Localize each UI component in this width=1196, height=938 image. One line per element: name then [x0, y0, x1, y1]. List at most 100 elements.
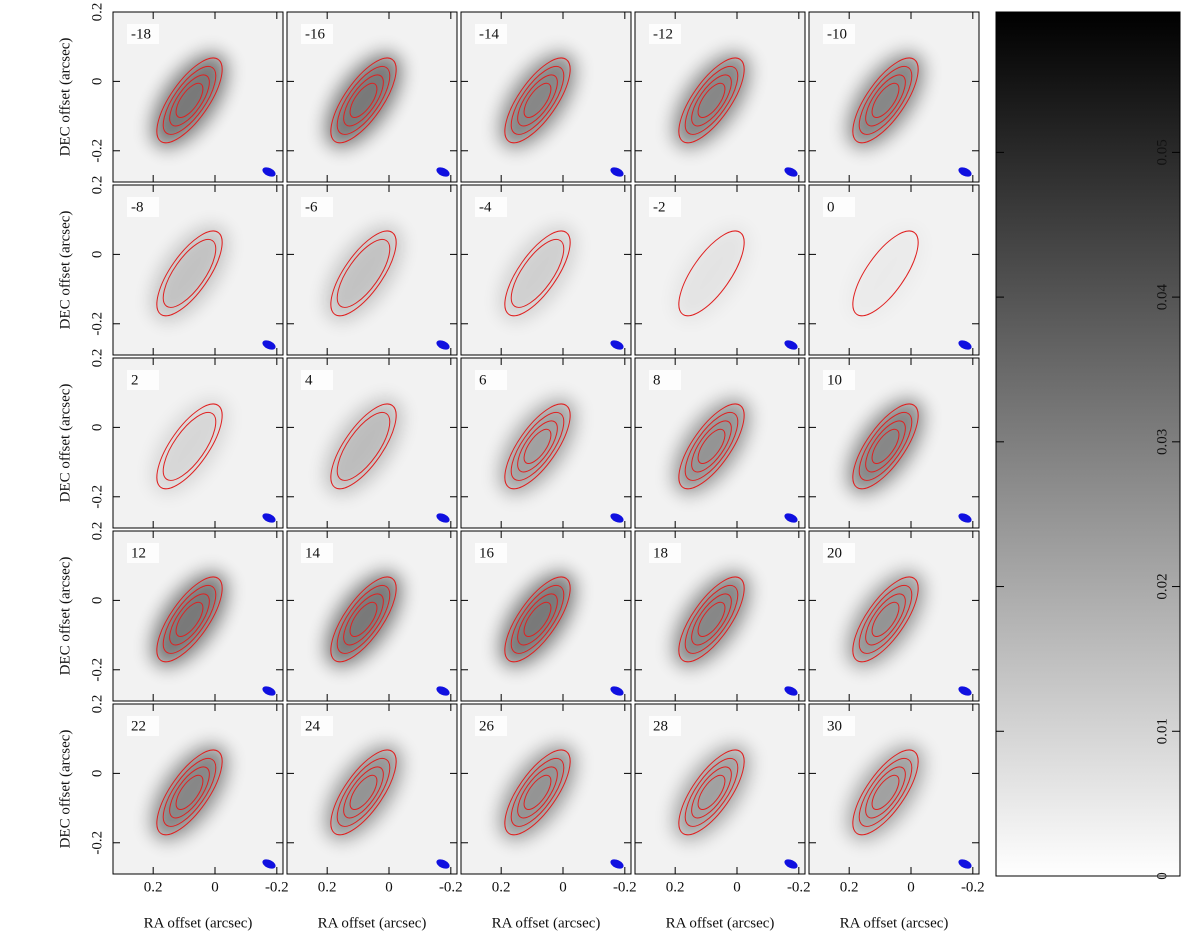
- panel-frame: [634, 11, 806, 183]
- channel-label-box: [823, 543, 855, 563]
- channel-label-box: [823, 24, 855, 44]
- channel-label-box: [649, 197, 681, 217]
- contour: [504, 230, 571, 317]
- channel-label: 2: [131, 372, 139, 388]
- panel-frame: [460, 357, 632, 529]
- x-axis-label: RA offset (arcsec): [492, 915, 601, 931]
- contour: [697, 82, 726, 118]
- channel-label-box: [475, 716, 507, 736]
- contour: [162, 238, 217, 308]
- y-tick-label: 0: [89, 770, 105, 778]
- y-axis-label: DEC offset (arcsec): [57, 557, 73, 676]
- channel-label-box: [127, 24, 159, 44]
- contour: [678, 403, 745, 490]
- panel: 14: [286, 530, 458, 702]
- contour: [691, 766, 732, 819]
- channel-label: -18: [131, 26, 151, 42]
- y-axis-label: DEC offset (arcsec): [57, 730, 73, 849]
- panel: 28: [634, 703, 806, 875]
- contour: [162, 584, 217, 654]
- emission-image: [673, 52, 750, 148]
- contour: [330, 749, 397, 836]
- panel-frame: [286, 11, 458, 183]
- beam: [610, 686, 624, 696]
- contour: [517, 420, 558, 473]
- x-axis-label: RA offset (arcsec): [318, 915, 427, 931]
- contour: [169, 593, 210, 646]
- panel: 18: [634, 530, 806, 702]
- panel-frame: [286, 357, 458, 529]
- channel-label: 20: [827, 545, 842, 561]
- emission-image: [325, 225, 402, 321]
- y-tick-label: 0.2: [89, 522, 105, 541]
- panel: 26: [460, 703, 632, 875]
- contour: [852, 749, 919, 836]
- contour: [162, 411, 217, 481]
- beam: [784, 686, 798, 696]
- panel: -16: [286, 11, 458, 183]
- contour: [343, 74, 384, 127]
- contour: [684, 65, 739, 135]
- contour: [691, 74, 732, 127]
- beam: [610, 513, 624, 523]
- channel-label-box: [301, 24, 333, 44]
- x-axis-label: RA offset (arcsec): [840, 915, 949, 931]
- channel-label-box: [475, 24, 507, 44]
- channel-label-box: [127, 370, 159, 390]
- beam: [958, 513, 972, 523]
- emission-image: [325, 398, 402, 494]
- colorbar-tick-label: 0.02: [1154, 573, 1170, 599]
- panel: -18: [112, 11, 284, 183]
- contour: [523, 82, 552, 118]
- channel-label: 4: [305, 372, 313, 388]
- contour: [510, 411, 565, 481]
- emission-image: [847, 398, 924, 494]
- contour: [175, 82, 204, 118]
- channel-label-box: [823, 370, 855, 390]
- contour: [336, 411, 391, 481]
- channel-label-box: [301, 197, 333, 217]
- x-axis-label: RA offset (arcsec): [666, 915, 775, 931]
- contour: [684, 584, 739, 654]
- contour: [865, 74, 906, 127]
- x-tick-label: 0.2: [840, 879, 859, 895]
- contour: [349, 774, 378, 810]
- contour: [330, 403, 397, 490]
- panel: -12: [634, 11, 806, 183]
- contour: [871, 428, 900, 464]
- panel-frame: [286, 530, 458, 702]
- contour: [697, 601, 726, 637]
- channel-label-box: [649, 370, 681, 390]
- panel-frame: [808, 11, 980, 183]
- contour: [865, 420, 906, 473]
- channel-label: 26: [479, 718, 495, 734]
- x-tick-label: -0.2: [265, 879, 289, 895]
- contour: [169, 766, 210, 819]
- contour: [678, 230, 745, 317]
- emission-image: [499, 571, 576, 667]
- channel-label-box: [475, 197, 507, 217]
- contour: [684, 757, 739, 827]
- colorbar-tick-label: 0.03: [1154, 429, 1170, 455]
- x-tick-label: -0.2: [787, 879, 811, 895]
- contour: [330, 230, 397, 317]
- contour: [510, 757, 565, 827]
- contour: [852, 57, 919, 144]
- contour: [858, 65, 913, 135]
- contour: [349, 601, 378, 637]
- y-tick-label: 0.2: [89, 3, 105, 22]
- x-tick-label: 0: [559, 879, 567, 895]
- panel-frame: [808, 703, 980, 875]
- contour: [175, 774, 204, 810]
- channel-label: 0: [827, 199, 835, 215]
- y-tick-label: 0: [89, 424, 105, 432]
- y-axis-label: DEC offset (arcsec): [57, 384, 73, 503]
- emission-image: [499, 744, 576, 840]
- panel-frame: [112, 357, 284, 529]
- panel-frame: [286, 703, 458, 875]
- emission-image: [847, 571, 924, 667]
- emission-image: [325, 52, 402, 148]
- contour: [858, 757, 913, 827]
- beam: [262, 513, 276, 523]
- beam: [784, 340, 798, 350]
